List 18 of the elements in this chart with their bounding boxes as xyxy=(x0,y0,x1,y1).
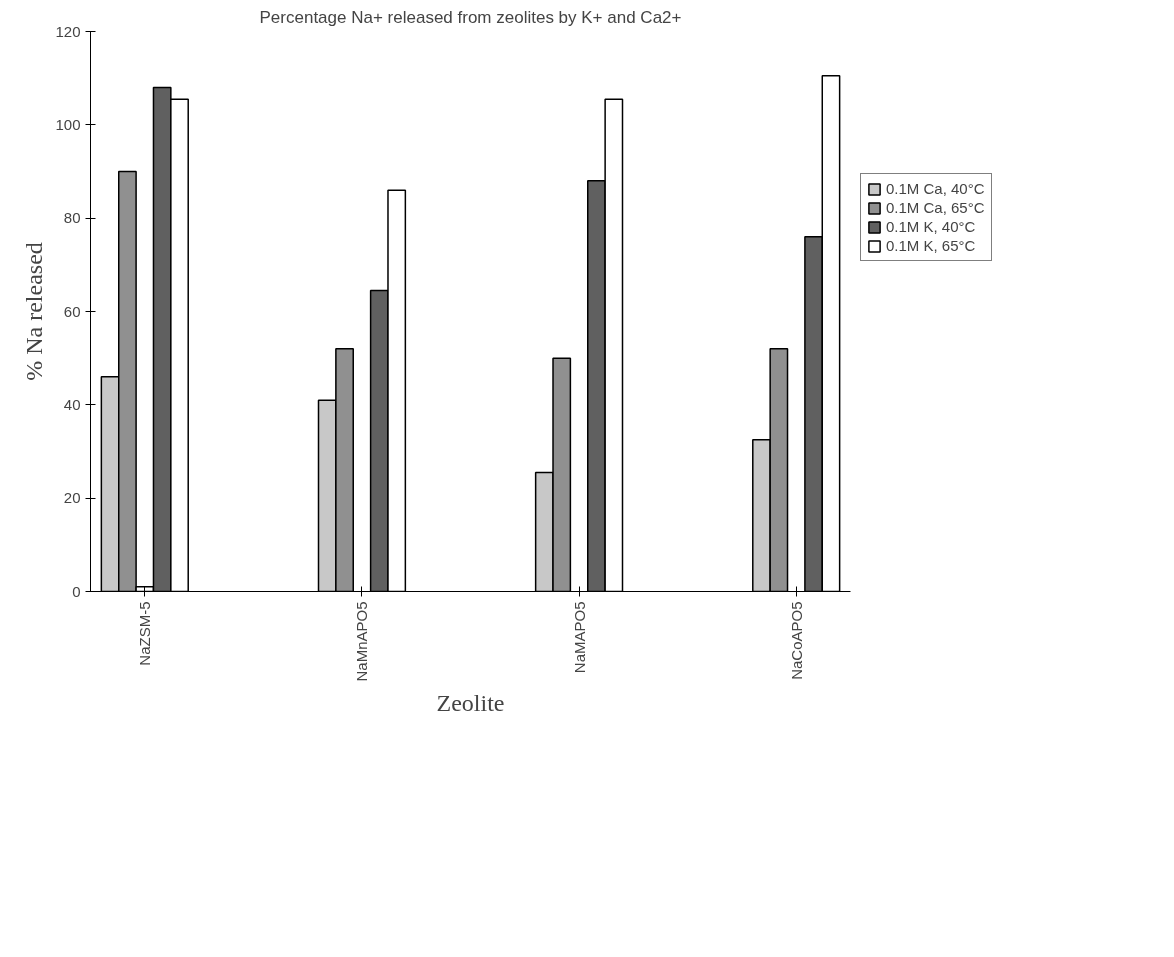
legend-label: 0.1M Ca, 40°C xyxy=(886,180,985,197)
x-tick-label: NaMAPO5 xyxy=(570,601,588,674)
x-axis-title: Zeolite xyxy=(436,689,505,716)
y-tick-label: 120 xyxy=(55,22,81,40)
chart-title: Percentage Na+ released from zeolites by K+ and Ca2+ xyxy=(259,7,682,27)
legend-label: 0.1M K, 40°C xyxy=(886,218,976,235)
y-tick-label: 0 xyxy=(72,582,81,600)
x-tick-label: NaZSM-5 xyxy=(136,601,154,666)
x-tick-label: NaMnAPO5 xyxy=(353,601,371,682)
y-axis-title: % Na released xyxy=(21,242,48,381)
legend-label: 0.1M Ca, 65°C xyxy=(886,199,985,216)
y-tick-label: 20 xyxy=(63,489,81,507)
legend-label: 0.1M K, 65°C xyxy=(886,237,976,254)
y-tick-label: 100 xyxy=(55,115,81,133)
y-tick-label: 60 xyxy=(63,302,81,320)
x-tick-label: NaCoAPO5 xyxy=(787,601,805,680)
y-tick-label: 40 xyxy=(63,395,81,413)
y-tick-label: 80 xyxy=(63,209,81,227)
